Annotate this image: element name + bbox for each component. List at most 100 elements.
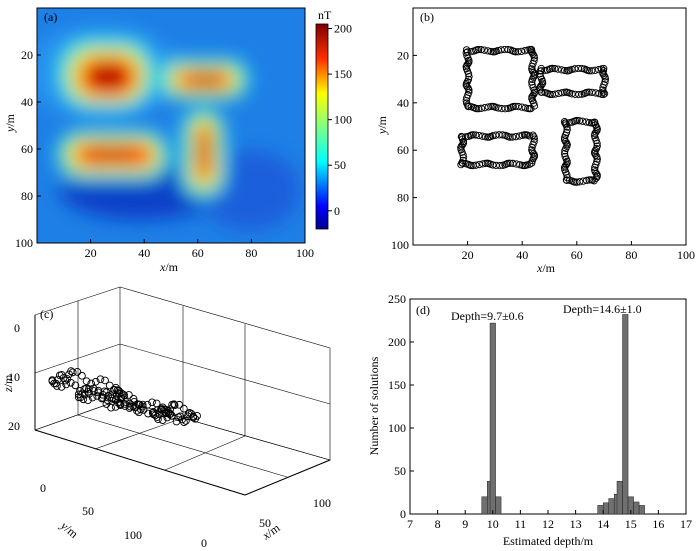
solution-point bbox=[503, 132, 511, 140]
3d-points bbox=[48, 367, 201, 427]
solution-point-3d bbox=[103, 396, 112, 404]
solution-point bbox=[571, 178, 579, 186]
solution-point-3d bbox=[88, 393, 97, 402]
heatmap-x-axis: 20 40 60 80 100 bbox=[85, 239, 314, 260]
solution-point-3d bbox=[148, 398, 156, 407]
histogram-bar bbox=[633, 501, 640, 515]
solution-point bbox=[529, 91, 537, 100]
solution-point bbox=[475, 45, 483, 54]
solution-point bbox=[530, 54, 539, 62]
solution-point-3d bbox=[138, 400, 147, 409]
x-tick-label: 8 bbox=[435, 517, 441, 531]
solution-point bbox=[592, 169, 601, 178]
x-tick-label: 60 bbox=[571, 248, 583, 262]
solution-point-3d bbox=[54, 375, 62, 384]
histogram-bar bbox=[481, 496, 488, 515]
solution-point bbox=[491, 131, 500, 139]
solution-point bbox=[459, 151, 467, 159]
solution-point bbox=[588, 88, 596, 97]
x-tick-label: 80 bbox=[625, 248, 637, 262]
histogram-y-label: Number of solutions bbox=[367, 356, 381, 455]
solution-point-3d bbox=[136, 405, 145, 414]
solution-point-3d bbox=[182, 417, 190, 425]
solution-point bbox=[494, 104, 502, 112]
solution-point bbox=[484, 103, 492, 111]
scatter-y-axis: 20 40 60 80 100 bbox=[391, 48, 417, 252]
heatmap-field bbox=[37, 8, 305, 243]
solution-point bbox=[472, 161, 480, 169]
solution-point bbox=[530, 102, 539, 110]
heatmap-blobs bbox=[37, 24, 300, 230]
y-tick-label: 20 bbox=[21, 48, 33, 62]
colorbar-tick-label: 100 bbox=[334, 113, 352, 127]
solution-point-3d bbox=[121, 402, 129, 410]
solution-point bbox=[551, 90, 559, 98]
histogram-bar bbox=[602, 502, 609, 515]
solution-point bbox=[561, 147, 569, 155]
x-tick: 50 bbox=[259, 516, 271, 530]
x-tick-label: 17 bbox=[680, 517, 692, 531]
histogram-bar bbox=[608, 498, 615, 515]
solution-point bbox=[546, 90, 554, 99]
solution-point-3d bbox=[97, 394, 106, 403]
solution-point bbox=[529, 131, 537, 139]
solution-point bbox=[509, 159, 517, 168]
solution-point bbox=[465, 73, 473, 81]
solution-point-3d bbox=[163, 413, 172, 422]
scatter-frame bbox=[412, 7, 687, 246]
panel-b-label: (b) bbox=[420, 10, 434, 24]
solution-point-3d bbox=[98, 393, 107, 402]
solution-point bbox=[558, 89, 566, 97]
solution-point bbox=[496, 161, 504, 170]
annotation-depth-2: Depth=14.6±1.0 bbox=[563, 302, 642, 316]
solution-point-3d bbox=[121, 400, 129, 408]
solution-point bbox=[478, 132, 487, 140]
x-tick-label: 10 bbox=[487, 517, 499, 531]
solution-point bbox=[484, 47, 492, 55]
colorbar-title: nT bbox=[318, 8, 332, 22]
solution-point-3d bbox=[170, 400, 178, 409]
solution-point-3d bbox=[82, 377, 91, 386]
solution-point bbox=[571, 65, 579, 73]
solution-point bbox=[575, 90, 583, 99]
solution-point-3d bbox=[117, 393, 126, 401]
solution-point-3d bbox=[59, 374, 68, 382]
solution-point bbox=[462, 96, 470, 105]
solution-point-3d bbox=[91, 377, 100, 386]
solution-point bbox=[506, 133, 514, 141]
solution-point-3d bbox=[68, 368, 77, 377]
solution-point-3d bbox=[125, 391, 133, 399]
solution-point bbox=[592, 174, 600, 182]
solution-point bbox=[599, 88, 608, 96]
histogram-bar bbox=[616, 481, 623, 515]
solution-point bbox=[477, 45, 485, 54]
scatter-x-label: x/m bbox=[536, 261, 556, 275]
solution-point-3d bbox=[170, 401, 179, 410]
colorbar-tick-label: 0 bbox=[334, 204, 340, 218]
solution-point-3d bbox=[102, 400, 111, 408]
solution-point bbox=[526, 160, 534, 168]
solution-point bbox=[497, 46, 505, 54]
solution-point bbox=[600, 71, 608, 79]
x-tick-label: 15 bbox=[625, 517, 637, 531]
solution-point bbox=[508, 133, 517, 141]
solution-point bbox=[528, 75, 537, 84]
y-tick-label: 60 bbox=[397, 143, 409, 157]
x-tick-label: 9 bbox=[462, 517, 468, 531]
x-tick-label: 40 bbox=[516, 248, 528, 262]
solution-point bbox=[530, 135, 539, 143]
solution-point bbox=[537, 88, 545, 96]
heatmap-y-label: y/m bbox=[3, 113, 17, 133]
solution-point-3d bbox=[180, 418, 188, 427]
solution-point bbox=[528, 156, 537, 165]
x-tick: 100 bbox=[313, 496, 331, 510]
y-tick-label: 100 bbox=[391, 238, 409, 252]
solution-point-3d bbox=[144, 409, 152, 418]
x-tick: 0 bbox=[201, 536, 207, 550]
solution-point bbox=[592, 128, 600, 136]
solution-point-3d bbox=[87, 379, 96, 388]
3d-x-ticks: 0 50 100 bbox=[201, 496, 331, 550]
solution-point-3d bbox=[78, 389, 87, 398]
solution-point-3d bbox=[125, 404, 134, 412]
